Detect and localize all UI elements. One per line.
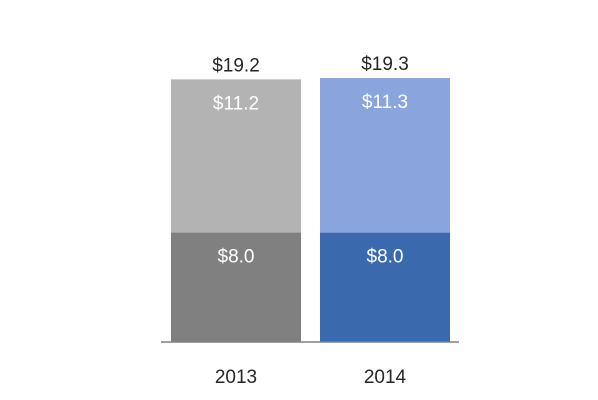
segment-value-label: $11.3 [362, 92, 408, 113]
segment-value-label: $8.0 [218, 247, 255, 268]
bars-group [171, 78, 450, 342]
bar-segment-2013-0 [171, 232, 301, 342]
bar-segment-2014-1 [320, 78, 450, 233]
x-tick-label: 2014 [364, 367, 407, 388]
total-value-label: $19.3 [361, 54, 409, 75]
labels-group: $8.0 $11.2 $19.2 2013 $8.0 $11.3 $19.3 2014 [212, 54, 409, 388]
total-value-label: $19.2 [212, 55, 260, 76]
segment-value-label: $11.2 [213, 93, 259, 114]
bar-segment-2014-0 [320, 232, 450, 342]
bar-segment-2013-1 [171, 79, 301, 233]
x-tick-label: 2013 [215, 367, 257, 388]
segment-value-label: $8.0 [367, 247, 404, 268]
